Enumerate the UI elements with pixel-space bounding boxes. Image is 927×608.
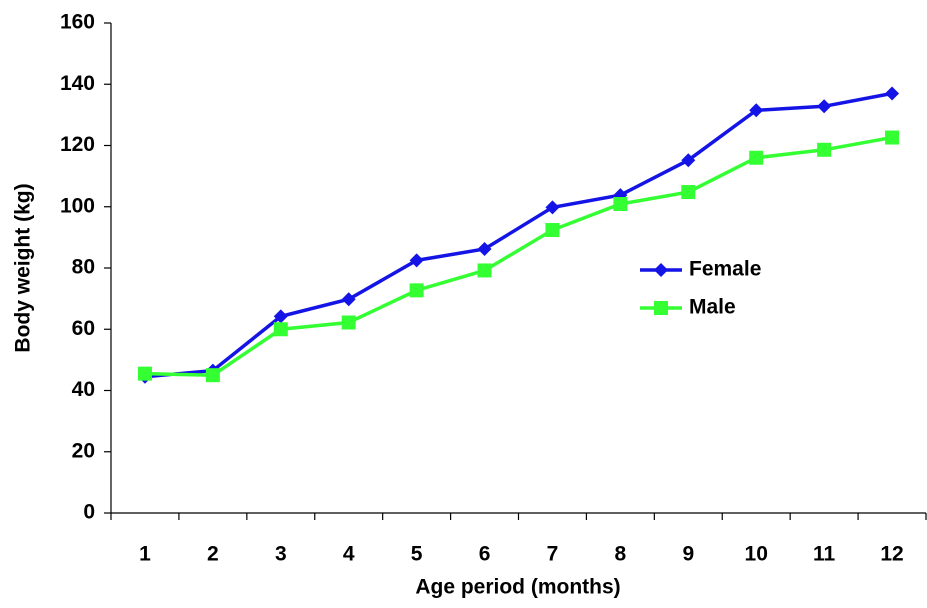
x-tick-label: 4 <box>343 543 355 566</box>
x-tick-label: 7 <box>547 543 559 566</box>
data-point <box>409 253 424 268</box>
data-point <box>749 150 764 165</box>
data-point <box>409 283 424 298</box>
y-tick-label: 20 <box>72 439 95 462</box>
legend-label: Female <box>689 258 761 281</box>
data-point <box>341 292 356 307</box>
data-point <box>885 130 900 145</box>
y-axis-title: Body weight (kg) <box>12 183 35 352</box>
legend-marker <box>654 263 668 277</box>
x-tick-label: 11 <box>813 543 836 566</box>
series-line <box>144 91 893 379</box>
y-tick-label: 160 <box>60 11 95 34</box>
data-point <box>817 99 832 114</box>
x-tick-label: 12 <box>880 543 903 566</box>
x-tick-label: 6 <box>479 543 491 566</box>
x-tick-label: 9 <box>682 543 694 566</box>
data-point <box>477 263 492 278</box>
x-tick-label: 10 <box>745 543 768 566</box>
x-tick-label: 5 <box>411 543 423 566</box>
y-tick-label: 80 <box>72 256 95 279</box>
data-point <box>613 196 628 211</box>
x-tick-label: 2 <box>207 543 219 566</box>
legend-label: Male <box>689 296 736 319</box>
data-point <box>273 309 288 324</box>
data-point <box>205 368 220 383</box>
y-tick-label: 60 <box>72 317 95 340</box>
y-tick-label: 0 <box>83 501 95 524</box>
y-tick-label: 100 <box>60 194 95 217</box>
data-point <box>137 366 152 381</box>
x-tick-label: 1 <box>139 543 151 566</box>
legend-marker <box>654 301 668 315</box>
y-tick-label: 40 <box>72 378 95 401</box>
y-tick-label: 140 <box>60 72 95 95</box>
data-point <box>681 153 696 168</box>
x-tick-label: 3 <box>275 543 287 566</box>
data-point <box>273 322 288 337</box>
y-tick-label: 120 <box>60 133 95 156</box>
data-point <box>341 315 356 330</box>
data-point <box>477 242 492 257</box>
data-point <box>817 142 832 157</box>
x-axis-title: Age period (months) <box>415 576 620 599</box>
data-point <box>681 185 696 200</box>
data-point <box>749 103 764 118</box>
series-line <box>144 135 893 377</box>
x-tick-label: 8 <box>615 543 627 566</box>
data-point <box>885 86 900 101</box>
data-point <box>545 223 560 238</box>
data-point <box>545 200 560 215</box>
